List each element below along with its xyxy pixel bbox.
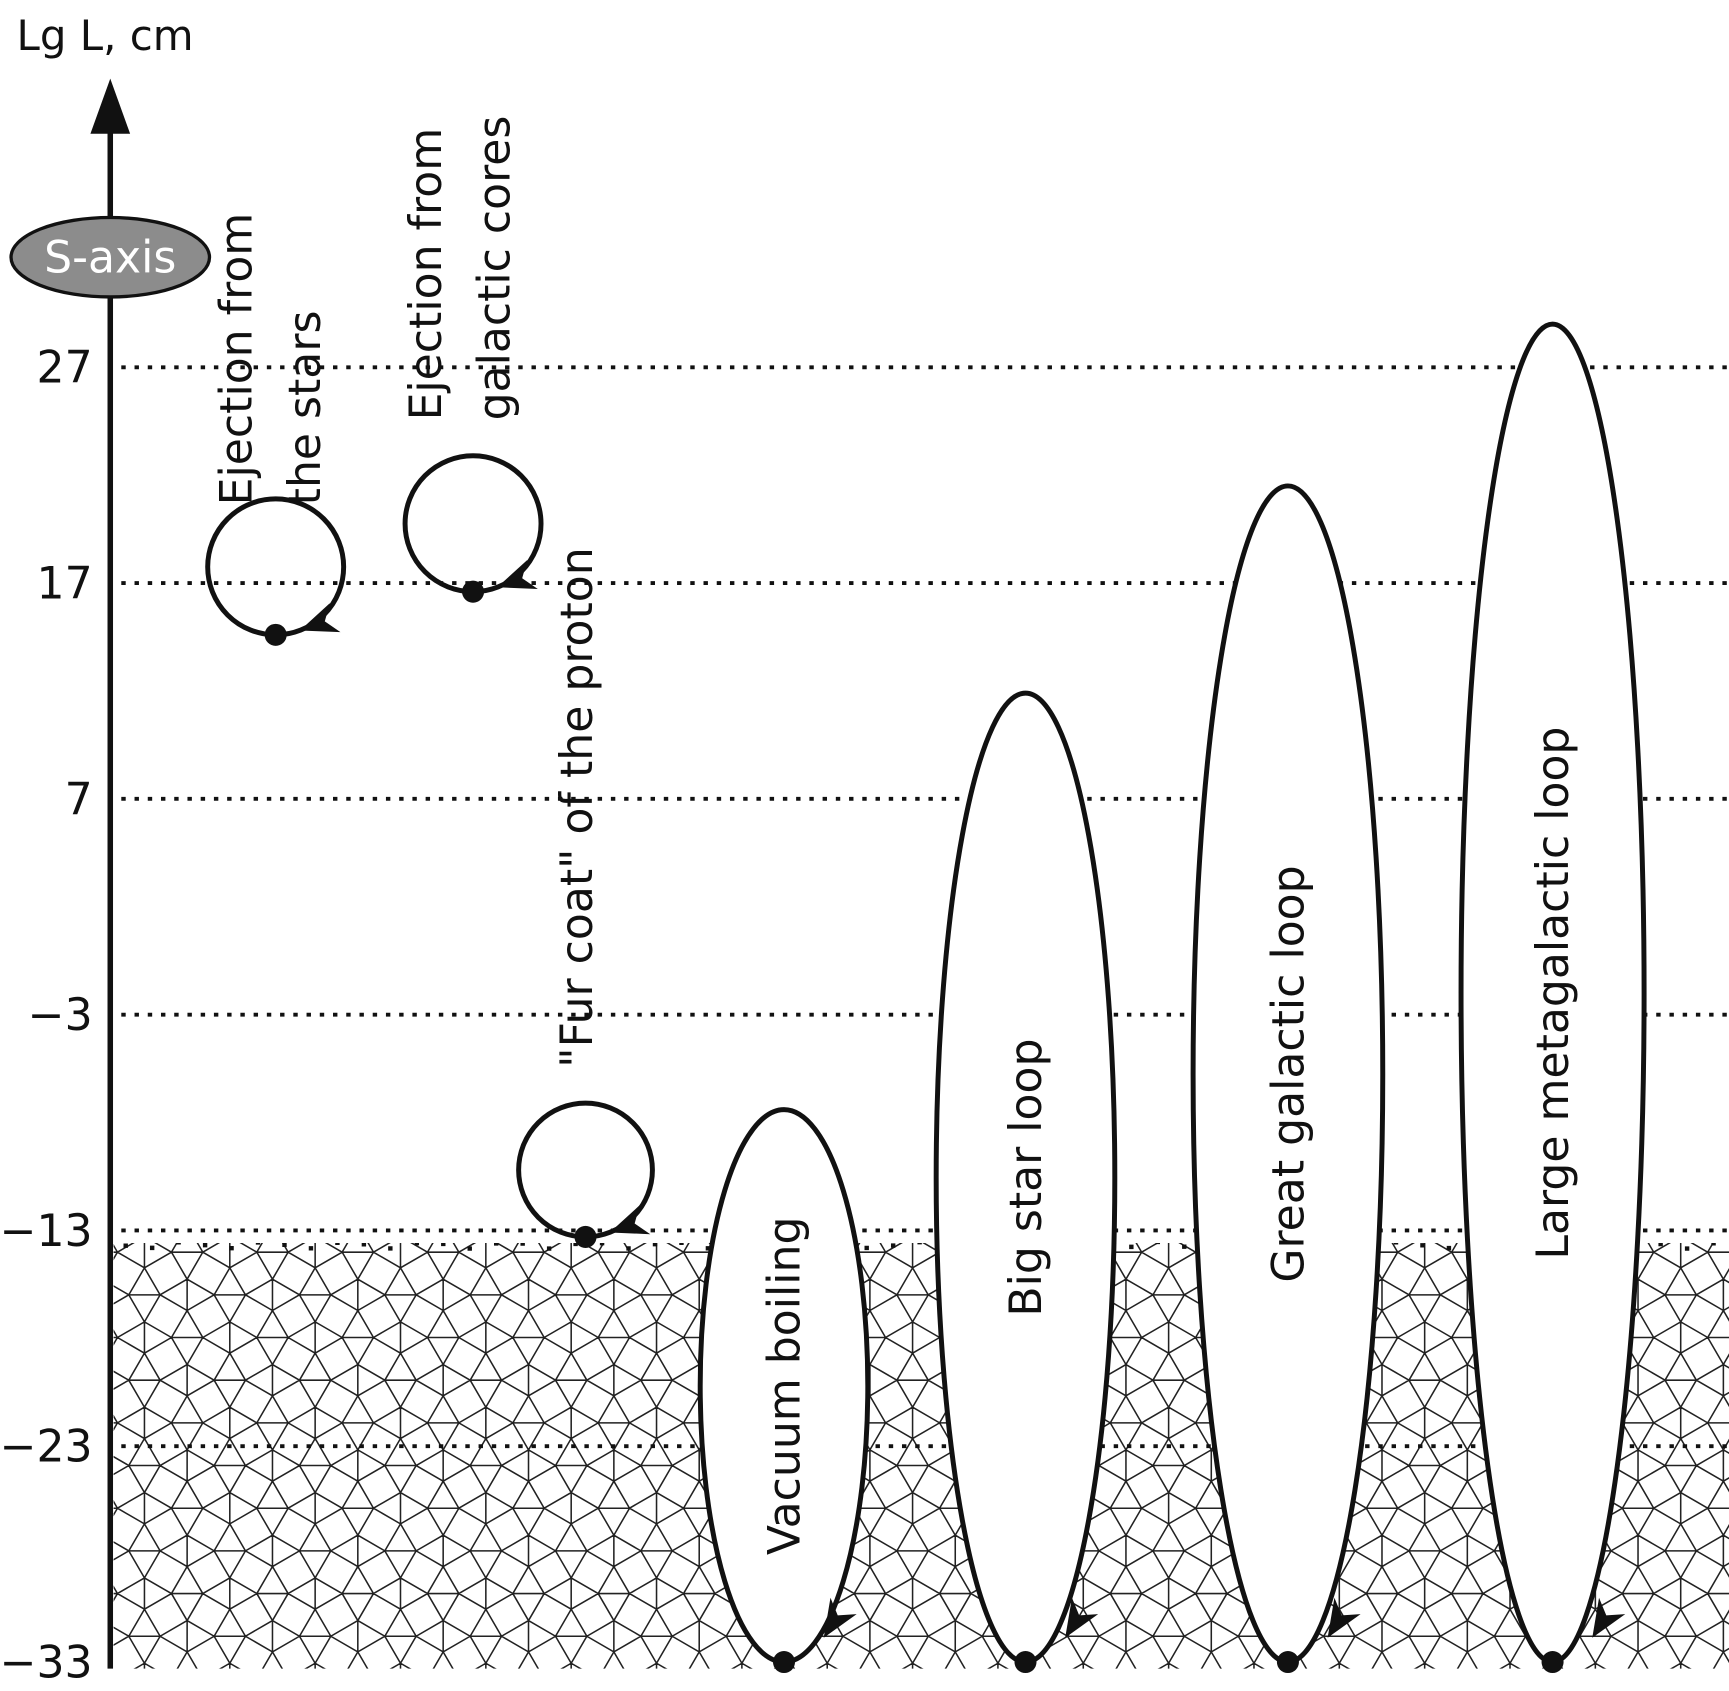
- tick-label: −23: [0, 1422, 93, 1473]
- circle-loop-0: Ejection from the stars: [205, 213, 347, 646]
- loop-label: Big star loop: [1001, 1039, 1052, 1317]
- circle-origin-dot: [574, 1225, 597, 1248]
- circle-origin-dot: [462, 580, 485, 603]
- circle-label: "Fur coat" of the proton: [552, 547, 603, 1067]
- circle-loop-1: Ejection from galactic cores: [401, 116, 544, 603]
- circle-label: Ejection from: [401, 128, 452, 421]
- tick-label: 7: [65, 774, 93, 825]
- arrowhead-icon: [1065, 1597, 1099, 1638]
- loop-vacuum-boiling: Vacuum boiling: [697, 1107, 871, 1674]
- circle-label: the stars: [280, 311, 331, 506]
- arrowhead-icon: [1592, 1597, 1626, 1638]
- loop-origin-dot: [1541, 1651, 1564, 1674]
- loop-origin-dot: [1014, 1651, 1037, 1674]
- axis-label: Lg L, cm: [17, 11, 194, 60]
- loops: Vacuum boiling Big star loop Great galacti…: [697, 321, 1647, 1674]
- tick-label: 17: [37, 559, 93, 610]
- tick-labels: 27 17 7 −3 −13 −23 −33: [0, 343, 93, 1689]
- s-axis-badge: [9, 215, 212, 299]
- circle-label: Ejection from: [211, 213, 262, 506]
- y-axis: Lg L, cm S-axis: [9, 11, 212, 1669]
- tick-label: −13: [0, 1206, 93, 1257]
- loop-large-metagalactic-loop: Large metagalactic loop: [1458, 321, 1647, 1674]
- arrowhead-icon: [823, 1597, 857, 1638]
- loop-label: Great galactic loop: [1263, 865, 1314, 1282]
- arrowhead-icon: [1327, 1597, 1361, 1638]
- circles: Ejection from the stars Ejection from galac…: [205, 116, 655, 1248]
- axis-arrow-icon: [90, 78, 131, 134]
- circle-loop-2: "Fur coat" of the proton: [516, 547, 655, 1248]
- loop-big-star-loop: Big star loop: [933, 690, 1118, 1674]
- loop-origin-dot: [772, 1651, 796, 1674]
- loop-label: Large metagalactic loop: [1528, 727, 1579, 1260]
- circle-origin-dot: [264, 623, 287, 646]
- circle-label: galactic cores: [469, 116, 520, 421]
- arrowhead-icon: [299, 603, 341, 633]
- arrowhead-icon: [497, 559, 538, 589]
- tick-label: −3: [28, 990, 93, 1041]
- loop-label: Vacuum boiling: [759, 1217, 810, 1556]
- loop-great-galactic-loop: Great galactic loop: [1190, 483, 1386, 1674]
- loop-origin-dot: [1276, 1651, 1299, 1674]
- tick-label: 27: [37, 343, 93, 394]
- s-axis-badge-label: S-axis: [44, 233, 176, 284]
- tick-label: −33: [0, 1637, 93, 1688]
- arrowhead-icon: [609, 1205, 651, 1235]
